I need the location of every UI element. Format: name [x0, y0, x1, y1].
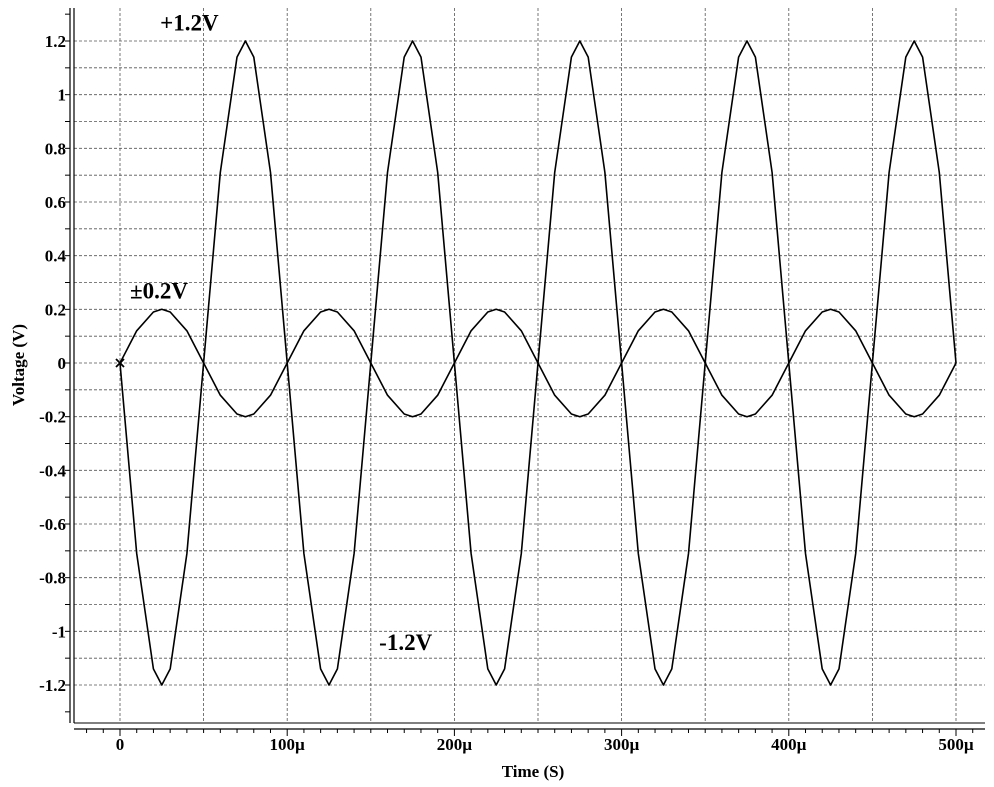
y-tick-label: -0.4	[39, 461, 66, 480]
x-tick-label: 0	[116, 735, 125, 754]
y-tick-label: 0.6	[45, 193, 66, 212]
y-tick-label: 0.8	[45, 139, 66, 158]
x-tick-label: 200µ	[437, 735, 473, 754]
series	[119, 40, 957, 686]
x-tick-label: 400µ	[771, 735, 807, 754]
x-tick-label: 300µ	[604, 735, 640, 754]
x-tick-label: 500µ	[938, 735, 974, 754]
y-tick-label: -0.8	[39, 569, 66, 588]
y-tick-label: 0.4	[45, 247, 67, 266]
y-tick-label: -1	[52, 622, 66, 641]
axes	[65, 8, 985, 736]
x-tick-label: 100µ	[270, 735, 306, 754]
annotation-label: +1.2V	[160, 10, 219, 35]
y-tick-label: 1	[58, 86, 67, 105]
tick-labels: 1.2 1 0.8 0.6 0.4 0.2 0 -0.2 -0.4 -0.6 -0.8 -1 -1.2 0…	[39, 32, 974, 754]
annotations: +1.2V ±0.2V -1.2V	[115, 10, 433, 655]
y-tick-label: -0.2	[39, 408, 66, 427]
annotation-label: ±0.2V	[130, 279, 188, 304]
y-tick-label: 1.2	[45, 32, 66, 51]
annotation-label: -1.2V	[379, 630, 432, 655]
x-axis-label: Time (S)	[502, 762, 565, 781]
y-tick-label: 0.2	[45, 300, 66, 319]
y-tick-label: -0.6	[39, 515, 66, 534]
y-axis-label: Voltage (V)	[9, 324, 28, 406]
start-marker	[115, 358, 125, 368]
y-tick-label: 0	[58, 354, 67, 373]
series-line-2	[119, 308, 957, 418]
grid	[74, 8, 985, 723]
y-tick-label: -1.2	[39, 676, 66, 695]
